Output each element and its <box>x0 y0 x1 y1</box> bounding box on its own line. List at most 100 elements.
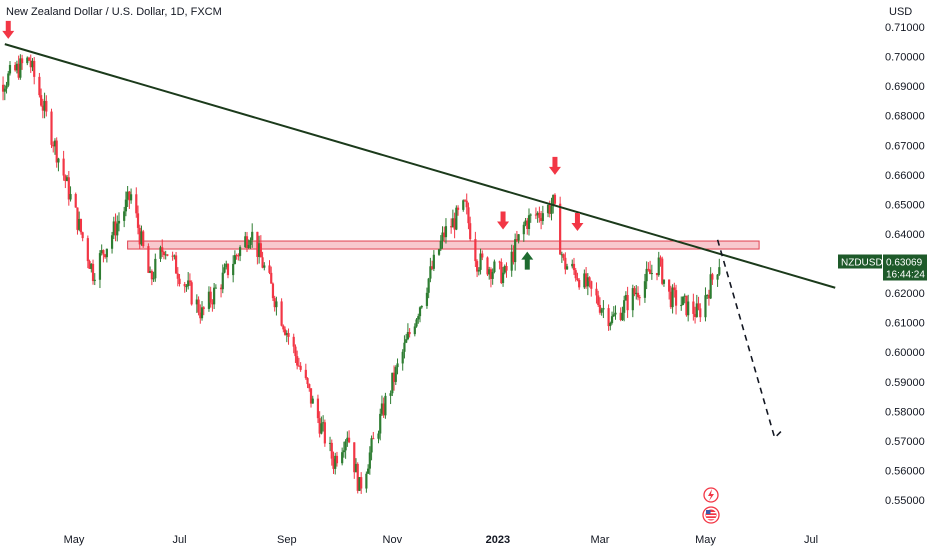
candle-body <box>283 329 287 335</box>
countdown-label: 16:44:24 <box>886 270 925 281</box>
projection-path[interactable] <box>716 239 784 440</box>
candle-body <box>197 299 200 313</box>
time-axis[interactable]: May Jul Sep Nov 2023 Mar May Jul <box>64 534 818 546</box>
candle-body <box>418 307 422 317</box>
candle <box>213 282 216 310</box>
candle <box>306 377 309 389</box>
candle <box>584 266 588 289</box>
candle <box>463 199 467 202</box>
candle-body <box>668 279 671 292</box>
candle-body <box>187 280 190 287</box>
candle-body <box>159 247 162 259</box>
candle <box>126 185 129 207</box>
trendline-layer[interactable] <box>4 43 836 440</box>
candle <box>503 264 506 275</box>
candle <box>529 213 532 223</box>
candle <box>408 328 411 338</box>
candle-body <box>311 398 314 404</box>
candle-body <box>223 267 226 273</box>
resistance-zone-layer[interactable] <box>127 240 760 250</box>
arrow-down-icon <box>497 211 510 230</box>
candle <box>474 231 477 268</box>
candle-body <box>308 384 311 389</box>
candle-body <box>671 287 674 308</box>
candle-body <box>304 369 307 379</box>
candle-body <box>716 274 719 280</box>
candle-body <box>1 84 5 92</box>
candle-body <box>687 301 690 316</box>
candle-body <box>692 301 695 314</box>
candle-body <box>550 206 553 214</box>
candle-body <box>655 272 659 276</box>
candle-body <box>576 278 579 281</box>
candle-body <box>183 284 186 287</box>
candle-body <box>415 319 418 327</box>
candle-body <box>469 223 472 240</box>
price-tick-label: 0.66000 <box>885 170 925 182</box>
candle-body <box>287 333 290 337</box>
flash-icon[interactable] <box>703 487 719 503</box>
candle-body <box>517 234 520 241</box>
candle-body <box>526 220 529 229</box>
candle <box>559 196 562 255</box>
candle <box>505 262 508 278</box>
candle <box>43 92 46 119</box>
candle-body <box>574 270 577 279</box>
us-flag-icon[interactable] <box>702 506 720 524</box>
candle-body <box>282 325 285 330</box>
candle-body <box>367 468 370 474</box>
candle <box>527 208 531 236</box>
candle <box>706 294 709 299</box>
candle-body <box>244 236 247 248</box>
price-badge: NZDUSD 0.63069 16:44:24 <box>838 254 927 281</box>
candle <box>64 174 67 189</box>
candle <box>669 285 672 309</box>
candle-body <box>432 254 435 269</box>
descending-trendline[interactable] <box>4 43 836 289</box>
candle-body <box>408 332 411 335</box>
candle-body <box>609 322 612 327</box>
candle-body <box>178 278 181 285</box>
candle <box>356 462 359 494</box>
resistance-zone[interactable] <box>127 240 760 250</box>
candle-body <box>38 76 41 96</box>
price-tick-label: 0.58000 <box>885 406 925 418</box>
event-icons[interactable] <box>702 487 720 524</box>
candle-body <box>20 58 24 64</box>
candle-body <box>597 295 600 305</box>
candle-body <box>699 308 702 318</box>
candle-body <box>100 250 103 254</box>
candle <box>261 251 264 269</box>
candle-body <box>595 288 598 296</box>
candle-body <box>354 463 358 473</box>
candle-body <box>540 217 543 222</box>
candle-body <box>195 299 198 305</box>
candle <box>147 243 150 274</box>
candle <box>602 300 605 319</box>
arrow-markers <box>2 20 584 270</box>
candle-body <box>150 271 153 280</box>
candle <box>562 253 565 261</box>
candle <box>583 269 586 289</box>
candle <box>382 397 385 418</box>
candle-body <box>489 269 493 279</box>
candle <box>171 251 174 261</box>
candle <box>546 202 550 218</box>
candle-body <box>209 291 212 303</box>
candle <box>668 279 671 300</box>
candle-body <box>3 88 6 92</box>
candle-body <box>328 442 332 444</box>
candle <box>256 231 259 265</box>
candle-body <box>588 277 591 282</box>
candle <box>342 441 345 458</box>
candle-body <box>91 263 95 282</box>
candle-body <box>534 214 538 216</box>
candle <box>185 284 188 292</box>
candle <box>372 431 375 440</box>
time-tick-label: Sep <box>277 534 297 546</box>
candle <box>304 363 307 380</box>
candle <box>214 284 217 289</box>
candle <box>309 388 313 408</box>
candle-body <box>697 303 700 309</box>
